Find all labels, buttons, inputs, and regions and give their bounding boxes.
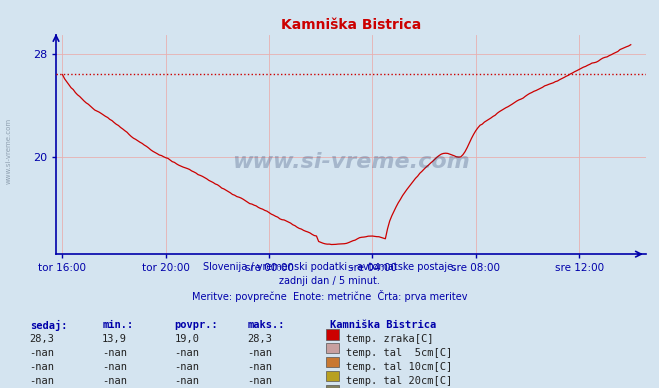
Text: -nan: -nan bbox=[30, 348, 55, 358]
Text: temp. tal 20cm[C]: temp. tal 20cm[C] bbox=[346, 376, 452, 386]
Text: -nan: -nan bbox=[175, 376, 200, 386]
Text: 13,9: 13,9 bbox=[102, 334, 127, 344]
Text: www.si-vreme.com: www.si-vreme.com bbox=[5, 118, 12, 184]
Text: -nan: -nan bbox=[247, 348, 272, 358]
Text: -nan: -nan bbox=[30, 362, 55, 372]
Text: -nan: -nan bbox=[247, 362, 272, 372]
Text: min.:: min.: bbox=[102, 320, 133, 330]
Text: -nan: -nan bbox=[102, 376, 127, 386]
Text: maks.:: maks.: bbox=[247, 320, 285, 330]
Text: 19,0: 19,0 bbox=[175, 334, 200, 344]
Text: Kamniška Bistrica: Kamniška Bistrica bbox=[330, 320, 436, 330]
Text: -nan: -nan bbox=[102, 348, 127, 358]
Text: -nan: -nan bbox=[30, 376, 55, 386]
Text: -nan: -nan bbox=[102, 362, 127, 372]
Text: sedaj:: sedaj: bbox=[30, 320, 67, 331]
Text: -nan: -nan bbox=[175, 362, 200, 372]
Text: temp. tal  5cm[C]: temp. tal 5cm[C] bbox=[346, 348, 452, 358]
Text: Slovenija / vremenski podatki - avtomatske postaje.: Slovenija / vremenski podatki - avtomats… bbox=[203, 262, 456, 272]
Text: zadnji dan / 5 minut.: zadnji dan / 5 minut. bbox=[279, 276, 380, 286]
Text: 28,3: 28,3 bbox=[30, 334, 55, 344]
Text: temp. tal 10cm[C]: temp. tal 10cm[C] bbox=[346, 362, 452, 372]
Text: temp. zraka[C]: temp. zraka[C] bbox=[346, 334, 434, 344]
Text: Meritve: povprečne  Enote: metrične  Črta: prva meritev: Meritve: povprečne Enote: metrične Črta:… bbox=[192, 290, 467, 302]
Title: Kamniška Bistrica: Kamniška Bistrica bbox=[281, 18, 421, 32]
Text: 28,3: 28,3 bbox=[247, 334, 272, 344]
Text: -nan: -nan bbox=[175, 348, 200, 358]
Text: povpr.:: povpr.: bbox=[175, 320, 218, 330]
Text: -nan: -nan bbox=[247, 376, 272, 386]
Text: www.si-vreme.com: www.si-vreme.com bbox=[232, 152, 470, 172]
